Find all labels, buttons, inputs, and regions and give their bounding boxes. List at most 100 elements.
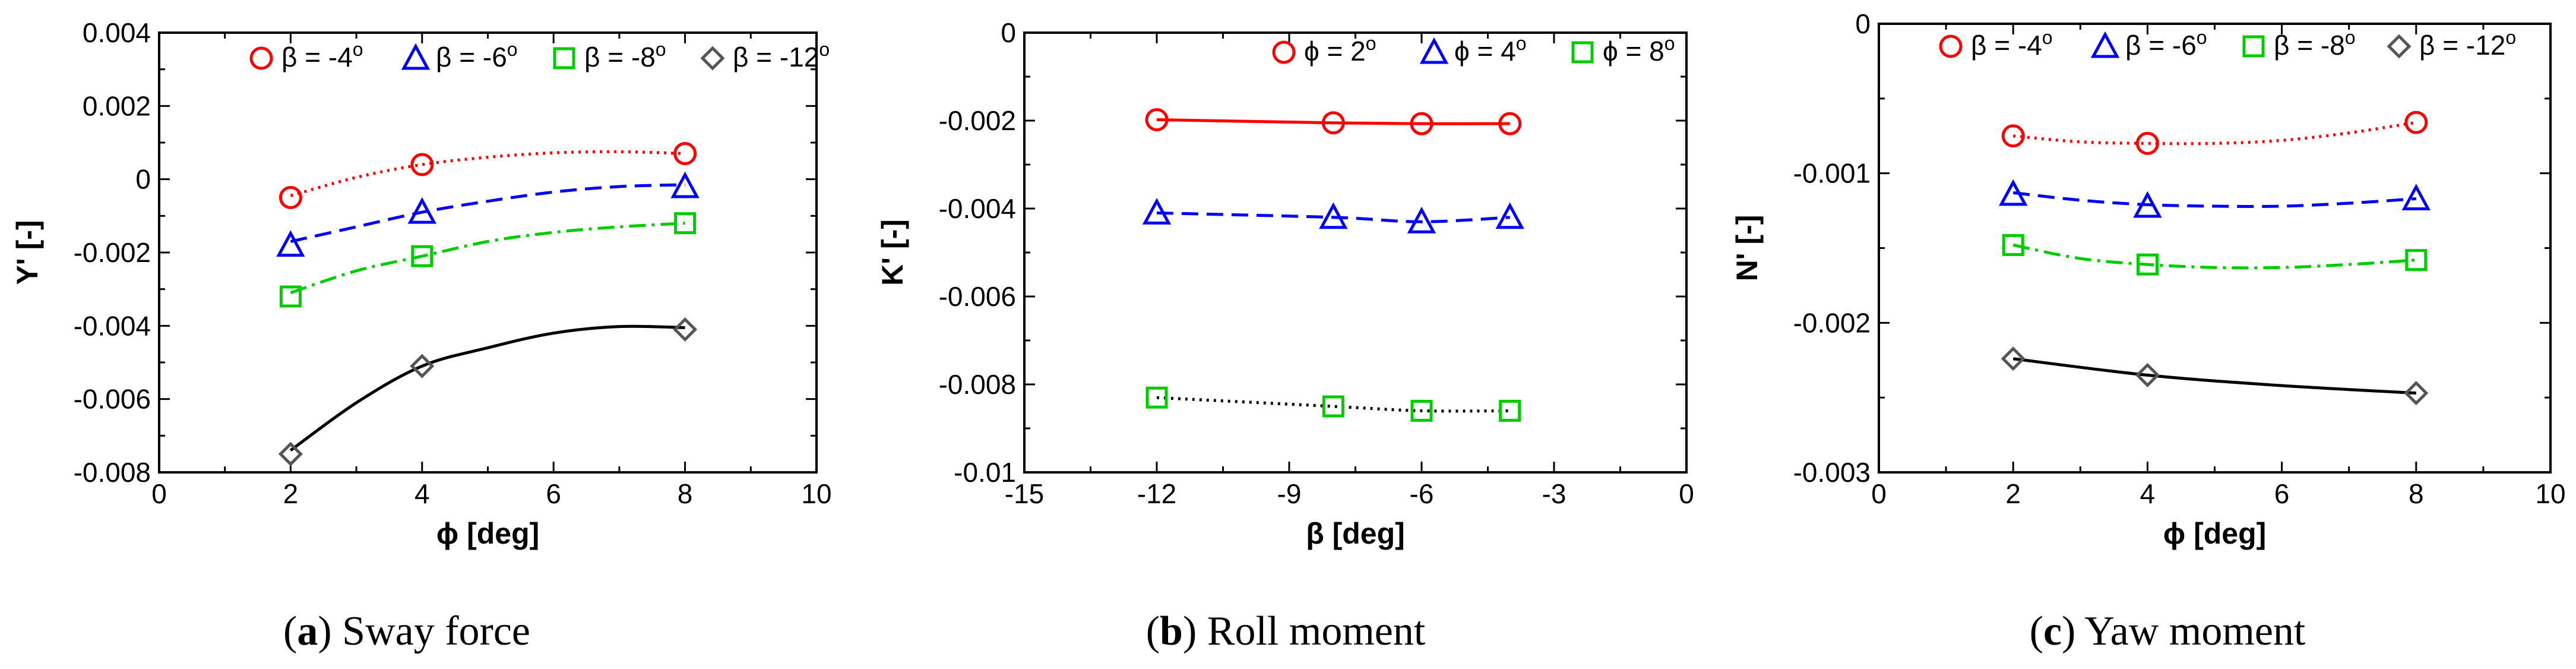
y-tick-label: -0.002	[939, 105, 1016, 136]
x-tick-label: 4	[2140, 478, 2156, 509]
degree-superscript: o	[1664, 33, 1675, 54]
triangle-marker	[2133, 191, 2162, 218]
x-tick-label: 2	[283, 478, 299, 509]
series	[1145, 386, 1521, 422]
x-tick-label: -3	[1542, 478, 1567, 509]
series-line	[1156, 396, 1510, 413]
x-axis-label: ϕ [deg]	[2163, 517, 2267, 550]
series-line	[1156, 118, 1510, 125]
square-marker	[279, 285, 302, 308]
y-tick-label: -0.008	[939, 369, 1016, 400]
degree-superscript: o	[507, 39, 518, 60]
circle-marker	[673, 142, 697, 165]
x-tick-label: 0	[1871, 478, 1887, 509]
y-tick-label: -0.002	[74, 237, 151, 268]
circle-marker	[2001, 124, 2025, 148]
x-axis-label: β [deg]	[1306, 517, 1405, 550]
y-axis-label: Y' [-]	[11, 220, 44, 285]
series-line	[2012, 121, 2417, 146]
diamond-marker	[673, 317, 698, 342]
legend-entry: β = -8o	[2274, 27, 2356, 61]
degree-superscript: o	[353, 39, 363, 60]
legend-entry: β = -12o	[733, 39, 830, 72]
legend: ϕ = 2o ϕ = 4o ϕ = 8o	[1272, 33, 1675, 67]
series	[2001, 111, 2428, 155]
degree-superscript: o	[2197, 27, 2207, 48]
caption: (a) Sway force	[283, 608, 530, 654]
triangle-marker	[2090, 31, 2120, 58]
degree-superscript: o	[656, 39, 666, 60]
series	[1999, 179, 2431, 218]
triangle-marker	[407, 197, 436, 224]
y-tick-label: 0.002	[83, 90, 151, 121]
degree-superscript: o	[819, 39, 830, 60]
plot-frame	[158, 31, 818, 474]
x-tick-label: 6	[546, 478, 561, 509]
y-tick-label: -0.006	[939, 281, 1016, 312]
triangle-marker	[2401, 184, 2431, 210]
circle-marker	[1272, 40, 1296, 64]
triangle-marker	[1419, 37, 1449, 64]
triangle-marker	[1319, 202, 1348, 229]
circle-marker	[249, 46, 273, 70]
degree-superscript: o	[2042, 27, 2053, 48]
plot-area: 0 2 4 6 8 10 -0.008 -0.006 -0.004 -0.002 0 0.002 0.0…	[11, 17, 832, 550]
x-tick-label: -12	[1137, 478, 1176, 509]
circle-marker	[2135, 131, 2159, 155]
y-tick-label: 0.004	[83, 17, 151, 48]
y-tick-label: -0.002	[1793, 307, 1871, 338]
diamond-marker	[2135, 362, 2160, 387]
caption-text: (c) Yaw moment	[2030, 608, 2306, 654]
legend-entry: ϕ = 2o	[1304, 33, 1376, 67]
y-tick-label: 0	[1855, 8, 1871, 39]
square-marker	[411, 245, 433, 267]
x-tick-label: 6	[2274, 478, 2290, 509]
degree-superscript: o	[2345, 27, 2356, 48]
triangle-marker	[276, 230, 305, 257]
y-axis-label: K' [-]	[876, 219, 909, 286]
caption-title: Sway force	[342, 608, 530, 654]
square-marker	[1499, 399, 1521, 422]
caption: (c) Yaw moment	[2030, 608, 2306, 654]
y-tick-label: 0	[1001, 17, 1016, 48]
degree-superscript: o	[1516, 33, 1527, 54]
y-tick-label: -0.008	[74, 457, 151, 488]
x-tick-label: -6	[1410, 478, 1434, 509]
series-line	[2012, 357, 2416, 395]
caption-letter: c	[2043, 608, 2062, 654]
series	[2001, 346, 2429, 406]
y-tick-label: -0.004	[74, 310, 151, 341]
square-marker	[2136, 253, 2159, 276]
triangle-marker	[1142, 198, 1172, 225]
x-tick-label: -9	[1277, 478, 1302, 509]
plot-frame	[1878, 23, 2552, 474]
caption-title: Yaw moment	[2084, 608, 2306, 654]
x-axis-label: ϕ [deg]	[436, 517, 540, 550]
square-marker	[1145, 386, 1168, 409]
series-line	[2012, 191, 2416, 209]
plot-area: -15 -12 -9 -6 -3 0 -0.01 -0.008 -0.006 -0.004 -0.0…	[876, 17, 1694, 550]
diamond-marker	[410, 354, 435, 378]
legend-entry: ϕ = 8o	[1603, 33, 1675, 67]
plot-area: 0 2 4 6 8 10 -0.003 -0.002 -0.001 0 ϕ [deg] N' [-] β…	[1730, 8, 2566, 550]
degree-superscript: o	[1366, 33, 1376, 54]
circle-marker	[2404, 111, 2428, 134]
legend-entry: β = -12o	[2419, 27, 2516, 61]
square-marker	[1571, 41, 1594, 64]
legend: β = -4o β = -6o β = -8o β = -12o	[249, 39, 830, 72]
square-marker	[2002, 233, 2024, 256]
series	[2002, 233, 2428, 276]
circle-marker	[1410, 112, 1433, 135]
square-marker	[553, 47, 575, 70]
x-tick-label: -15	[1005, 478, 1044, 509]
legend-entry: ϕ = 4o	[1454, 33, 1527, 67]
caption-title: Roll moment	[1207, 608, 1426, 654]
y-tick-label: -0.006	[74, 384, 151, 415]
circle-marker	[279, 186, 302, 209]
panel-c: 0 2 4 6 8 10 -0.003 -0.002 -0.001 0 ϕ [deg] N' [-] β…	[1730, 8, 2566, 654]
plot-frame	[1023, 31, 1688, 474]
triangle-marker	[1495, 202, 1524, 229]
diamond-marker	[700, 46, 725, 71]
y-tick-label: -0.001	[1793, 158, 1871, 189]
x-tick-label: 0	[151, 478, 167, 509]
